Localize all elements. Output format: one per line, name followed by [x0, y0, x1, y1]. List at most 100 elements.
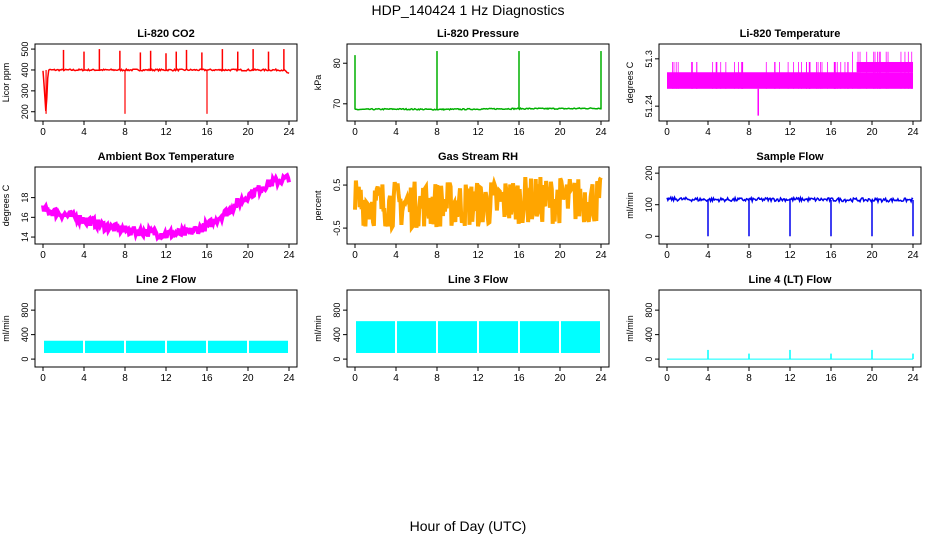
flow-band [167, 340, 206, 353]
y-axis-label-line-2-flow: ml/min [1, 315, 11, 342]
x-tick-label: 8 [122, 373, 128, 384]
y-tick-label: 51.3 [644, 50, 654, 68]
x-tick-label: 8 [746, 373, 752, 384]
y-tick-label: 800 [644, 303, 654, 318]
x-tick-label: 20 [866, 373, 878, 384]
y-tick-label: 18 [20, 193, 30, 203]
x-tick-label: 4 [393, 127, 399, 138]
shared-x-axis-label: Hour of Day (UTC) [409, 518, 527, 534]
x-tick-label: 20 [554, 127, 566, 138]
series-line [42, 67, 290, 111]
x-tick-label: 0 [40, 373, 46, 384]
x-tick-label: 12 [784, 373, 796, 384]
y-tick-label: 0.5 [332, 179, 342, 192]
flow-band [397, 321, 436, 353]
x-tick-label: 20 [554, 250, 566, 261]
x-tick-label: 4 [81, 250, 87, 261]
x-tick-label: 12 [160, 250, 172, 261]
panel-title-sample-flow: Sample Flow [756, 151, 824, 163]
y-tick-label: 0 [644, 357, 654, 362]
flow-band [561, 321, 600, 353]
x-tick-label: 24 [907, 250, 919, 261]
y-tick-label: 14 [20, 232, 30, 242]
y-tick-label: 70 [332, 99, 342, 109]
panel-title-li-820-pressure: Li-820 Pressure [437, 28, 519, 40]
x-tick-label: 0 [40, 127, 46, 138]
x-tick-label: 8 [434, 250, 440, 261]
y-tick-label: 400 [332, 327, 342, 342]
x-tick-label: 0 [352, 127, 358, 138]
y-tick-label: 0 [644, 234, 654, 239]
x-tick-label: 16 [825, 250, 837, 261]
panel-ambient-box-temperature: Ambient Box Temperature degrees C 0 4 8 12 16 2… [1, 151, 298, 261]
x-tick-label: 4 [705, 373, 711, 384]
y-tick-label: 200 [20, 104, 30, 119]
y-tick-label: 100 [644, 197, 654, 212]
page-title: HDP_140424 1 Hz Diagnostics [371, 2, 565, 18]
flow-band [356, 321, 395, 353]
plot-frame [34, 289, 298, 368]
x-tick-label: 0 [664, 250, 670, 261]
flow-band [249, 340, 288, 353]
x-tick-label: 16 [201, 127, 213, 138]
x-tick-label: 24 [283, 250, 295, 261]
temperature-band [856, 61, 913, 73]
x-tick-label: 20 [866, 127, 878, 138]
panel-title-li-820-temperature: Li-820 Temperature [740, 28, 841, 40]
series-line [41, 172, 291, 242]
panel-title-line-4-lt-flow: Line 4 (LT) Flow [749, 274, 832, 286]
x-tick-label: 12 [472, 373, 484, 384]
y-axis-label-line-3-flow: ml/min [313, 315, 323, 342]
flow-band [85, 340, 124, 353]
x-tick-label: 12 [472, 127, 484, 138]
y-tick-label: -0.5 [332, 220, 342, 236]
x-tick-label: 8 [434, 127, 440, 138]
x-tick-label: 16 [201, 373, 213, 384]
y-tick-label: 200 [644, 166, 654, 181]
temperature-band [667, 72, 913, 89]
flow-band [479, 321, 518, 353]
panel-title-li-820-co2: Li-820 CO2 [137, 28, 194, 40]
x-tick-label: 24 [595, 373, 607, 384]
x-tick-label: 4 [705, 127, 711, 138]
y-tick-label: 500 [20, 42, 30, 57]
y-tick-label: 51.24 [644, 95, 654, 118]
series-line [353, 175, 603, 235]
panel-title-ambient-box-temperature: Ambient Box Temperature [98, 151, 235, 163]
panel-sample-flow: Sample Flow ml/min 0 4 8 12 16 20 24 0 100 200 [625, 151, 922, 261]
y-axis-label-li-820-pressure: kPa [313, 75, 323, 91]
x-tick-label: 12 [160, 127, 172, 138]
panel-li-820-co2: Li-820 CO2 Licor ppm 0 4 8 12 16 20 24 200 300 400 5… [1, 28, 298, 138]
panel-li-820-pressure: Li-820 Pressure kPa 0 4 8 12 16 20 24 70 80 [313, 28, 610, 138]
x-tick-label: 4 [393, 250, 399, 261]
panel-title-line-2-flow: Line 2 Flow [136, 274, 196, 286]
panel-line-3-flow: Line 3 Flow ml/min 0 4 8 12 16 20 24 0 400 800 [313, 274, 610, 384]
flow-band [438, 321, 477, 353]
y-axis-label-sample-flow: ml/min [625, 192, 635, 219]
y-tick-label: 800 [20, 303, 30, 318]
panel-title-line-3-flow: Line 3 Flow [448, 274, 508, 286]
y-axis-label-li-820-temperature: degrees C [625, 61, 635, 103]
x-tick-label: 4 [81, 373, 87, 384]
x-tick-label: 20 [242, 250, 254, 261]
y-tick-label: 400 [644, 327, 654, 342]
x-tick-label: 24 [907, 127, 919, 138]
x-tick-label: 20 [866, 250, 878, 261]
x-tick-label: 16 [201, 250, 213, 261]
x-tick-label: 24 [595, 250, 607, 261]
x-tick-label: 12 [784, 250, 796, 261]
y-tick-label: 400 [20, 327, 30, 342]
panel-line-2-flow: Line 2 Flow ml/min 0 4 8 12 16 20 24 0 400 800 [1, 274, 298, 384]
x-tick-label: 24 [283, 373, 295, 384]
x-tick-label: 8 [746, 127, 752, 138]
x-tick-label: 12 [472, 250, 484, 261]
y-tick-label: 16 [20, 212, 30, 222]
panel-gas-stream-rh: Gas Stream RH percent 0 4 8 12 16 20 24 -0.5 0.5 [313, 151, 610, 261]
x-tick-label: 8 [122, 250, 128, 261]
x-tick-label: 0 [664, 127, 670, 138]
x-tick-label: 4 [705, 250, 711, 261]
flow-band [208, 340, 247, 353]
x-tick-label: 20 [242, 127, 254, 138]
x-tick-label: 16 [513, 250, 525, 261]
y-axis-label-ambient-box-temperature: degrees C [1, 184, 11, 226]
